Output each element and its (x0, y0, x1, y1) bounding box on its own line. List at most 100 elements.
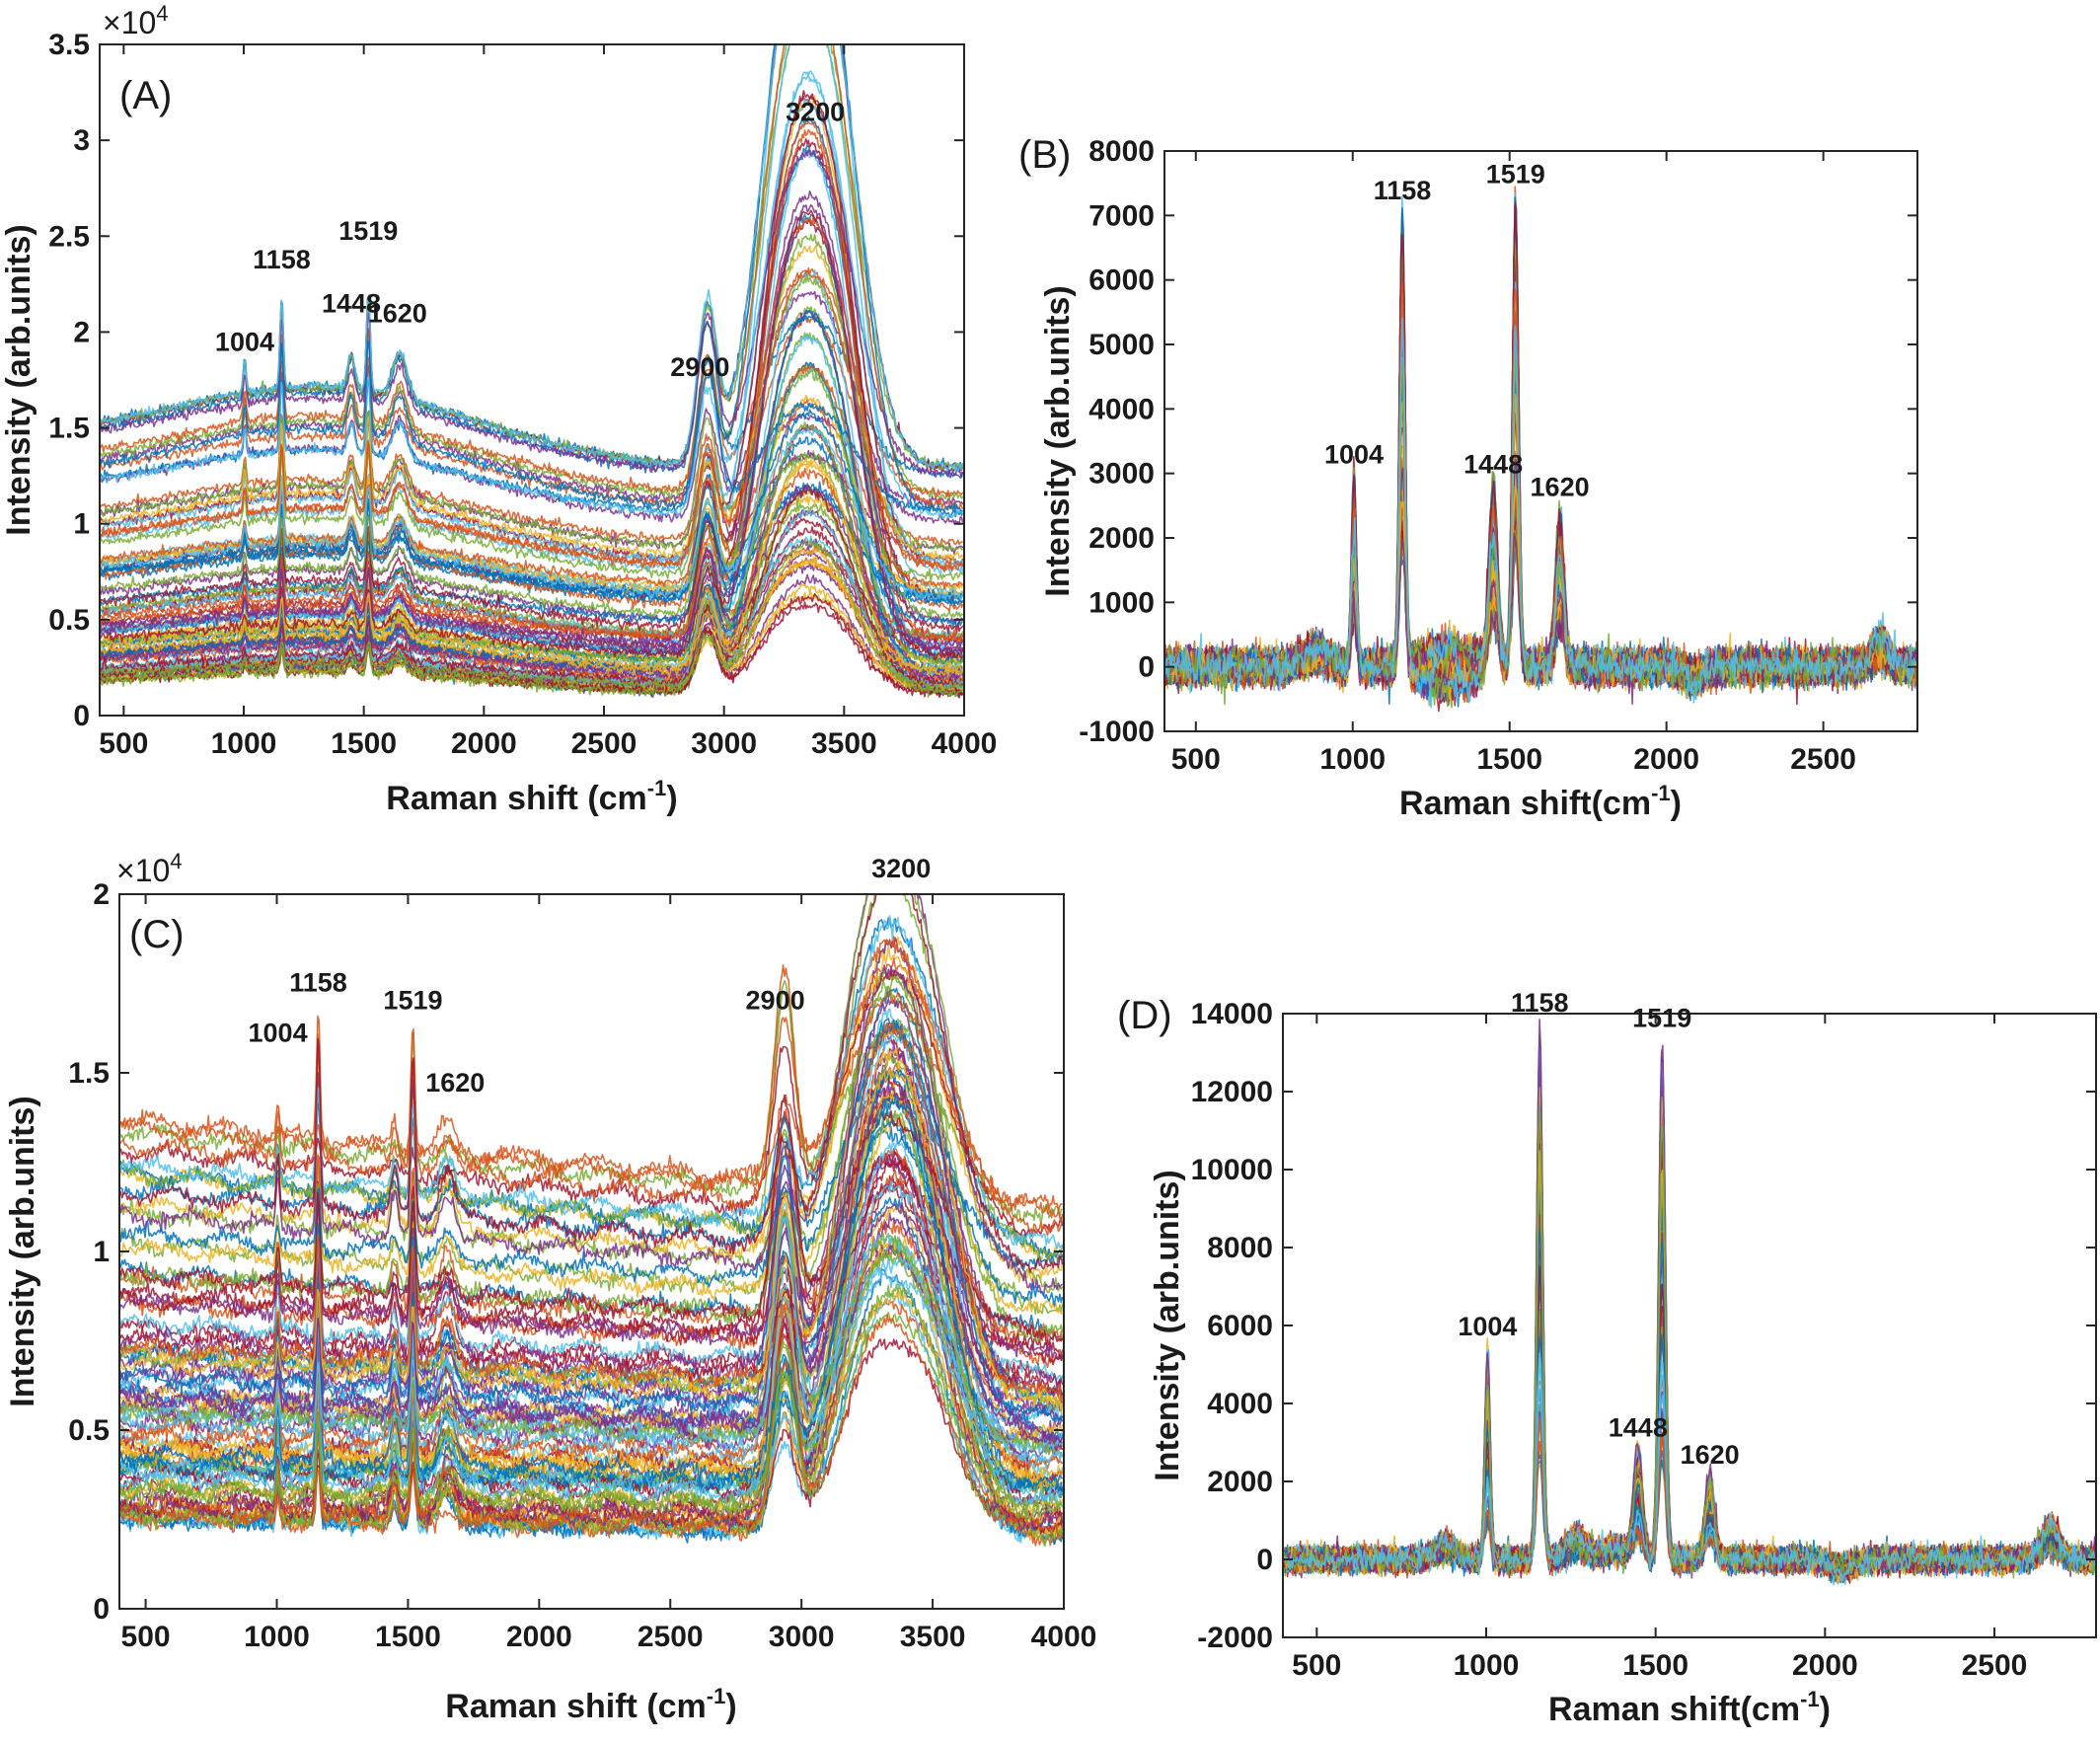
panel-a-y-tick-label: 2 (73, 316, 90, 348)
panel-d-spectrum-line (1283, 1215, 2095, 1578)
panel-d-spectrum-line (1283, 1133, 2095, 1576)
panel-b-y-tick-label: 5000 (1088, 329, 1155, 361)
panel-c-label: (C) (129, 913, 185, 956)
panel-a-label: (A) (119, 74, 172, 117)
panel-a-peak-label-1620: 1620 (368, 298, 427, 328)
panel-a-y-tick-label: 0.5 (48, 604, 90, 637)
panel-c-y-tick-label: 1.5 (68, 1057, 110, 1090)
panel-d-spectrum-line (1283, 1229, 2095, 1577)
panel-b-spectrum-line (1164, 201, 1916, 697)
panel-b-spectrum-line (1164, 318, 1916, 691)
panel-d-x-tick-label: 2000 (1792, 1649, 1858, 1682)
panel-d-spectrum-line (1283, 1192, 2095, 1577)
panel-d-spectrum-line (1283, 1088, 2095, 1581)
panel-a-x-tick-label: 1000 (211, 727, 277, 760)
panel-b-y-tick-label: 8000 (1088, 135, 1155, 168)
panel-d-spectrum-line (1283, 1230, 2095, 1579)
panel-d-spectrum-line (1283, 1181, 2095, 1582)
panel-d-spectrum-line (1283, 1181, 2095, 1574)
panel-d-spectrum-line (1283, 1235, 2095, 1576)
panel-a-peak-label-2900: 2900 (670, 352, 729, 382)
panel-b-spectrum-line (1164, 187, 1916, 693)
panel-b-y-tick-label: -1000 (1079, 716, 1155, 748)
panel-d-y-tick-label: 2000 (1207, 1466, 1273, 1498)
panel-d-spectrum-line (1283, 1142, 2095, 1582)
panel-d-spectrum-line (1283, 1100, 2095, 1577)
panel-b-spectrum-line (1164, 238, 1916, 699)
panel-d-spectrum-line (1283, 1092, 2095, 1580)
panel-c-x-axis-label: Raman shift (cm-1) (445, 1684, 736, 1725)
panel-c-x-tick-label: 4000 (1031, 1621, 1097, 1653)
panel-b-spectrum-line (1164, 207, 1916, 704)
panel-d-spectrum-line (1283, 1178, 2095, 1578)
panel-c-series (119, 843, 1063, 1547)
panel-b-spectrum-line (1164, 314, 1916, 695)
panel-b-spectrum-line (1164, 319, 1916, 696)
panel-d-spectrum-line (1283, 1035, 2095, 1580)
panel-b-spectrum-line (1164, 215, 1916, 695)
panel-d-spectrum-line (1283, 1174, 2095, 1572)
panel-d-spectrum-line (1283, 1102, 2095, 1583)
panel-d-peak-label-1158: 1158 (1511, 988, 1569, 1018)
panel-b-peak-label-1620: 1620 (1531, 472, 1590, 501)
panel-c-y-multiplier: ×104 (116, 849, 183, 888)
panel-d-x-axis-label: Raman shift(cm-1) (1548, 1687, 1831, 1728)
panel-a-y-tick-label: 3.5 (48, 29, 90, 61)
panel-b-spectrum-line (1164, 215, 1916, 691)
panel-b-y-tick-label: 1000 (1088, 586, 1155, 619)
panel-d-spectrum-line (1283, 1160, 2095, 1578)
panel-c-peak-label-2900: 2900 (746, 986, 805, 1016)
panel-d-spectrum-line (1283, 1229, 2095, 1581)
panel-d-y-tick-label: -2000 (1197, 1622, 1273, 1654)
panel-d-spectrum-line (1283, 1166, 2095, 1576)
panel-b-x-tick-label: 1000 (1319, 743, 1386, 776)
panel-b-spectrum-line (1164, 353, 1916, 688)
panel-c-peak-label-1158: 1158 (289, 968, 347, 998)
panel-b-x-tick-label: 2500 (1790, 743, 1856, 776)
panel-d-spectrum-line (1283, 1153, 2095, 1576)
panel-d-peak-label-1004: 1004 (1458, 1312, 1517, 1341)
panel-d-y-tick-label: 14000 (1191, 998, 1273, 1030)
panel-c-x-tick-label: 2500 (638, 1621, 704, 1653)
panel-b-y-tick-label: 0 (1138, 651, 1155, 684)
panel-d-spectrum-line (1283, 1048, 2095, 1584)
panel-d-spectrum-line (1283, 1276, 2095, 1579)
panel-b-x-tick-label: 2000 (1633, 743, 1699, 776)
panel-b-y-tick-label: 4000 (1088, 393, 1155, 425)
panel-a-x-tick-label: 3500 (811, 727, 877, 760)
panel-b-spectrum-line (1164, 230, 1916, 694)
panel-b-spectrum-line (1164, 325, 1916, 695)
panel-a-x-tick-label: 3000 (691, 727, 757, 760)
panel-c-y-axis-label: Intensity (arb.units) (4, 1096, 41, 1406)
panel-d-spectrum-line (1283, 1076, 2095, 1577)
panel-b-spectrum-line (1164, 364, 1916, 690)
panel-b-spectrum-line (1164, 208, 1916, 689)
panel-d-spectrum-line (1283, 1163, 2095, 1574)
panel-d-y-tick-label: 12000 (1191, 1076, 1273, 1108)
panel-b-x-tick-label: 500 (1171, 743, 1221, 776)
panel-d-peak-label-1620: 1620 (1681, 1440, 1740, 1470)
panel-a-x-tick-label: 2500 (571, 727, 638, 760)
panel-d-spectrum-line (1283, 1171, 2095, 1577)
panel-d-spectrum-line (1283, 1182, 2095, 1575)
panel-d-spectrum-line (1283, 1291, 2095, 1579)
panel-b-x-axis-label: Raman shift(cm-1) (1399, 781, 1682, 822)
panel-a-peak-label-1158: 1158 (253, 245, 311, 274)
panel-a-y-tick-label: 1.5 (48, 413, 90, 445)
panel-d-label: (D) (1117, 994, 1172, 1037)
panel-b-spectrum-line (1164, 252, 1916, 690)
panel-d-spectrum-line (1283, 1266, 2095, 1577)
panel-a-x-tick-label: 2000 (451, 727, 517, 760)
panel-d-y-tick-label: 8000 (1207, 1232, 1273, 1264)
panel-b-spectrum-line (1164, 192, 1916, 697)
panel-a-x-tick-label: 4000 (932, 727, 998, 760)
panel-b-peak-label-1004: 1004 (1324, 440, 1384, 470)
panel-a-y-tick-label: 2.5 (48, 220, 90, 253)
panel-a-y-tick-label: 3 (73, 124, 90, 157)
panel-d-series (1283, 1020, 2095, 1585)
panel-d-spectrum-line (1283, 1284, 2095, 1576)
panel-c-y-tick-label: 1 (93, 1236, 110, 1268)
panel-c: 500 1000 1500 2000 2500 3000 3500 400000.511.52… (4, 843, 1096, 1725)
